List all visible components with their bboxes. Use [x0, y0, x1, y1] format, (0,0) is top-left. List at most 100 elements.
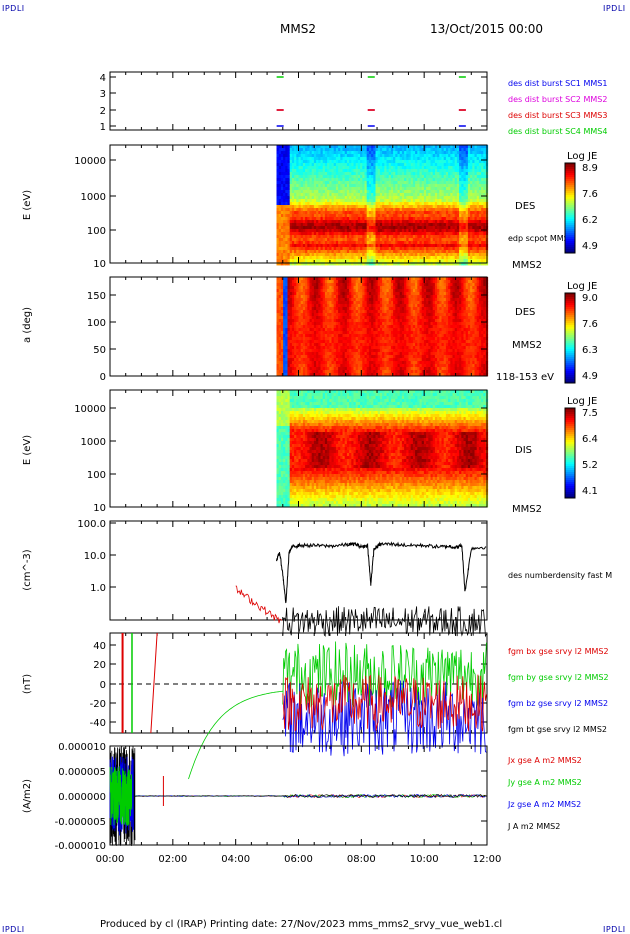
- spectrogram-cell: [331, 289, 335, 293]
- spectrogram-cell: [300, 367, 304, 371]
- spectrogram-cell: [287, 280, 291, 284]
- spectrogram-cell: [368, 166, 372, 170]
- spectrogram-cell: [298, 202, 302, 206]
- spectrogram-cell: [289, 181, 293, 185]
- spectrogram-cell: [289, 244, 293, 248]
- spectrogram-cell: [353, 184, 357, 188]
- spectrogram-cell: [382, 217, 385, 221]
- spectrogram-cell: [329, 298, 332, 302]
- spectrogram-cell: [393, 193, 396, 197]
- spectrogram-cell: [327, 358, 330, 362]
- spectrogram-cell: [452, 175, 456, 179]
- spectrogram-cell: [362, 253, 365, 257]
- spectrogram-cell: [289, 283, 293, 287]
- spectrogram-cell: [470, 211, 473, 215]
- spectrogram-cell: [368, 217, 372, 221]
- spectrogram-cell: [351, 208, 354, 212]
- spectrogram-cell: [454, 178, 458, 182]
- spectrogram-cell: [331, 208, 335, 212]
- spectrogram-cell: [384, 196, 387, 200]
- spectrogram-cell: [404, 163, 407, 167]
- spectrogram-cell: [426, 226, 429, 230]
- spectrogram-cell: [386, 145, 390, 149]
- spectrogram-cell: [311, 304, 315, 308]
- spectrogram-cell: [313, 244, 317, 248]
- spectrogram-cell: [333, 148, 337, 152]
- spectrogram-cell: [404, 190, 407, 194]
- spectrogram-cell: [287, 223, 291, 227]
- spectrogram-cell: [406, 157, 409, 161]
- spectrogram-cell: [276, 361, 280, 365]
- spectrogram-cell: [316, 349, 319, 353]
- spectrogram-cell: [474, 241, 478, 245]
- spectrogram-cell: [474, 220, 478, 224]
- spectrogram-cell: [362, 262, 365, 266]
- spectrogram-cell: [324, 151, 328, 155]
- spectrogram-cell: [346, 181, 350, 185]
- spectrogram-cell: [388, 235, 392, 239]
- spectrogram-cell: [313, 199, 317, 203]
- spectrogram-cell: [379, 253, 383, 257]
- spectrogram-cell: [278, 322, 282, 326]
- spectrogram-cell: [329, 358, 332, 362]
- spectrogram-cell: [404, 253, 407, 257]
- spectrogram-cell: [291, 322, 295, 326]
- spectrogram-cell: [399, 148, 403, 152]
- spectrogram-cell: [307, 208, 310, 212]
- spectrogram-cell: [377, 193, 381, 197]
- spectrogram-cell: [302, 247, 306, 251]
- spectrogram-cell: [415, 205, 418, 209]
- spectrogram-cell: [401, 190, 405, 194]
- spectrogram-cell: [331, 277, 335, 281]
- spectrogram-cell: [364, 220, 368, 224]
- spectrogram-cell: [309, 340, 313, 344]
- spectrogram-cell: [338, 259, 341, 263]
- spectrogram-cell: [320, 187, 324, 191]
- spectrogram-cell: [439, 223, 442, 227]
- spectrogram-cell: [397, 223, 401, 227]
- spectrogram-cell: [461, 211, 464, 215]
- colorbar-cell: [565, 243, 575, 246]
- spectrogram-cell: [322, 205, 326, 209]
- spectrogram-cell: [298, 328, 302, 332]
- spectrogram-cell: [294, 163, 297, 167]
- spectrogram-cell: [346, 211, 350, 215]
- spectrogram-cell: [353, 217, 357, 221]
- spectrogram-cell: [298, 364, 302, 368]
- spectrogram-cell: [320, 169, 324, 173]
- spectrogram-cell: [289, 166, 293, 170]
- spectrogram-cell: [285, 328, 288, 332]
- spectrogram-cell: [285, 154, 288, 158]
- spectrogram-cell: [300, 280, 304, 284]
- spectrogram-cell: [415, 190, 418, 194]
- spectrogram-cell: [366, 172, 370, 176]
- spectrogram-cell: [349, 247, 352, 251]
- spectrogram-cell: [289, 352, 293, 356]
- spectrogram-cell: [401, 175, 405, 179]
- spectrogram-cell: [300, 190, 304, 194]
- spectrogram-cell: [335, 190, 339, 194]
- spectrogram-cell: [406, 193, 409, 197]
- spectrogram-cell: [476, 247, 480, 251]
- spectrogram-cell: [368, 187, 372, 191]
- spectrogram-cell: [342, 175, 346, 179]
- spectrogram-cell: [302, 166, 306, 170]
- spectrogram-cell: [448, 148, 451, 152]
- spectrogram-cell: [426, 163, 429, 167]
- spectrogram-cell: [333, 319, 337, 323]
- spectrogram-cell: [289, 208, 293, 212]
- spectrogram-cell: [285, 169, 288, 173]
- spectrogram-cell: [452, 169, 456, 173]
- spectrogram-cell: [362, 232, 365, 236]
- spectrogram-cell: [483, 169, 486, 173]
- spectrogram-cell: [430, 145, 434, 149]
- spectrogram-cell: [278, 220, 282, 224]
- spectrogram-cell: [355, 229, 359, 233]
- spectrogram-cell: [346, 163, 350, 167]
- spectrogram-cell: [366, 145, 370, 149]
- spectrogram-cell: [465, 223, 469, 227]
- spectrogram-cell: [426, 175, 429, 179]
- spectrogram-cell: [335, 280, 339, 284]
- spectrogram-cell: [302, 163, 306, 167]
- spectrogram-cell: [428, 235, 431, 239]
